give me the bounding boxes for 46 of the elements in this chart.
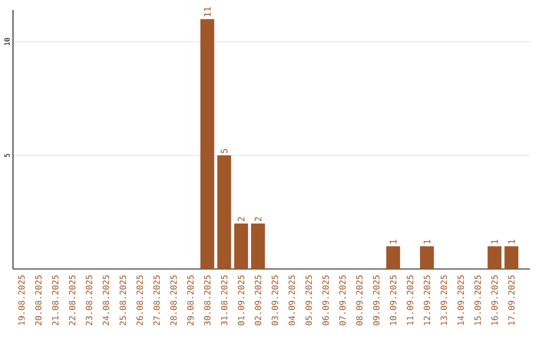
- x-tick-label: 28.08.2025: [170, 275, 177, 326]
- x-tick-label: 14.09.2025: [458, 275, 464, 325]
- x-tick-label: 23.08.2025: [86, 275, 92, 326]
- x-tick-label: 08.09.2025: [356, 275, 363, 326]
- x-tick-label: 12.09.2025: [424, 275, 430, 325]
- bar: [420, 246, 434, 269]
- x-tick-label: 30.08.2025: [204, 275, 211, 326]
- bar: [217, 155, 232, 269]
- data-label: 5: [220, 149, 228, 154]
- data-label: 1: [491, 240, 498, 244]
- x-tick-label: 19.08.2025: [18, 275, 25, 325]
- x-tick-label: 26.08.2025: [136, 275, 143, 326]
- bar: [234, 224, 248, 269]
- data-label: 2: [238, 217, 244, 222]
- x-tick-label: 31.08.2025: [220, 275, 228, 326]
- x-tick-label: 16.09.2025: [491, 275, 498, 325]
- x-tick-label: 27.08.2025: [153, 275, 160, 326]
- bar: [200, 19, 214, 269]
- x-tick-label: 24.08.2025: [102, 275, 110, 326]
- x-tick-label: 03.09.2025: [272, 275, 278, 326]
- x-tick-label: 06.09.2025: [322, 275, 329, 326]
- x-tick-label: 09.09.2025: [373, 275, 380, 326]
- bar: [386, 246, 400, 269]
- data-label: 1: [390, 240, 396, 244]
- x-tick-label: 21.08.2025: [52, 275, 58, 326]
- x-tick-label: 02.09.2025: [254, 275, 262, 326]
- x-tick-label: 04.09.2025: [288, 275, 295, 326]
- data-label: 2: [254, 217, 262, 222]
- x-tick-label: 10.09.2025: [390, 275, 396, 325]
- x-tick-label: 22.08.2025: [68, 275, 76, 326]
- x-tick-label: 17.09.2025: [508, 275, 515, 325]
- x-tick-label: 20.08.2025: [35, 275, 42, 326]
- x-tick-label: 15.09.2025: [474, 275, 481, 325]
- x-tick-label: 11.09.2025: [406, 275, 414, 325]
- x-tick-label: 29.08.2025: [187, 275, 194, 326]
- bar: [504, 246, 518, 269]
- data-label: 11: [204, 7, 211, 16]
- bar: [488, 246, 502, 269]
- data-label: 1: [508, 240, 515, 244]
- data-label: 1: [424, 240, 430, 244]
- x-tick-label: 01.09.2025: [238, 275, 244, 326]
- x-tick-label: 05.09.2025: [305, 275, 312, 326]
- x-tick-label: 07.09.2025: [339, 275, 346, 326]
- x-tick-label: 13.09.2025: [440, 275, 448, 325]
- bar: [251, 224, 265, 269]
- x-tick-label: 25.08.2025: [120, 275, 126, 326]
